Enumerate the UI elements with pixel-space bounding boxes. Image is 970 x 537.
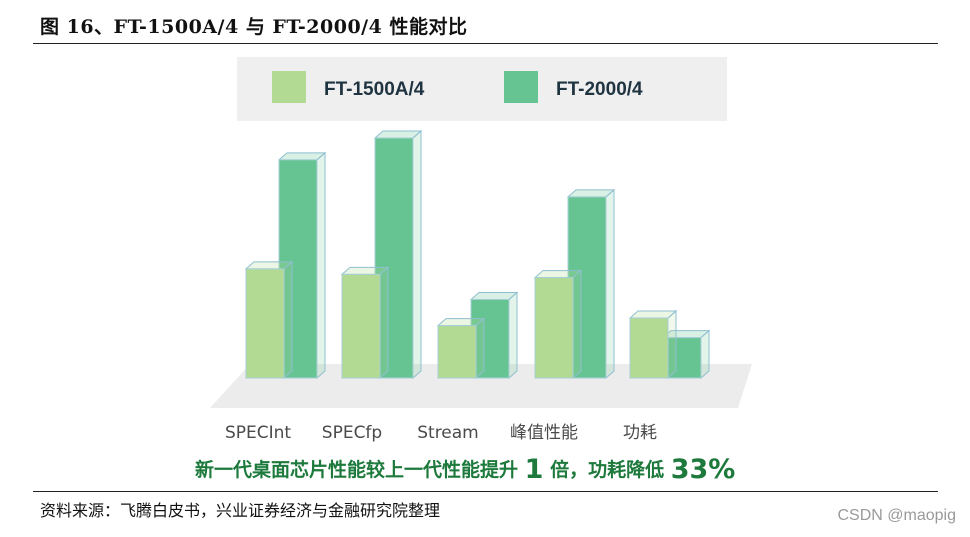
legend-label-2: FT-2000/4 — [556, 79, 643, 100]
x-tick-label-peak-performance: 峰值性能 — [510, 423, 578, 443]
caption-text-2: 倍，功耗降低 — [550, 459, 665, 481]
legend-label-1: FT-1500A/4 — [324, 79, 425, 100]
bar-ft2000-specfp — [373, 129, 423, 380]
legend-swatch-2 — [504, 71, 538, 103]
top-rule — [33, 43, 938, 44]
legend-swatch-1 — [272, 71, 306, 103]
bar-ft1500-specint — [244, 260, 294, 380]
x-tick-label-stream: Stream — [417, 423, 479, 443]
figure-title: 图 16、FT-1500A/4 与 FT-2000/4 性能对比 — [40, 16, 468, 38]
bar-ft1500-peak-performance — [533, 269, 583, 380]
bar-ft2000-peak-performance — [566, 188, 616, 380]
x-tick-label-power: 功耗 — [623, 423, 657, 443]
bar-ft1500-power — [628, 309, 678, 380]
legend-box — [237, 57, 727, 121]
chart-caption: 新一代桌面芯片性能较上一代性能提升 1 倍，功耗降低 33% — [195, 454, 735, 485]
source-note: 资料来源：飞腾白皮书，兴业证券经济与金融研究院整理 — [40, 501, 441, 520]
watermark: CSDN @maopig — [837, 507, 957, 524]
bottom-rule — [33, 491, 938, 492]
x-tick-label-specint: SPECInt — [225, 423, 291, 443]
bar-ft2000-power — [661, 329, 711, 380]
bar-ft1500-specfp — [340, 266, 390, 380]
caption-number-2: 33% — [670, 454, 736, 485]
x-tick-label-specfp: SPECfp — [322, 423, 382, 443]
caption-number-1: 1 — [524, 454, 544, 485]
bar-ft1500-stream — [436, 317, 486, 380]
bar-ft2000-stream — [469, 291, 519, 380]
caption-text-1: 新一代桌面芯片性能较上一代性能提升 — [195, 459, 519, 481]
